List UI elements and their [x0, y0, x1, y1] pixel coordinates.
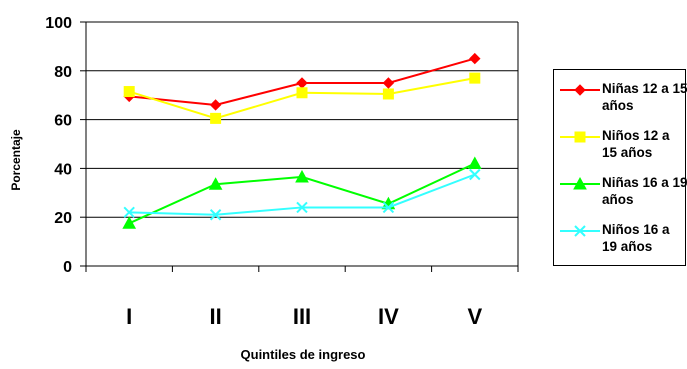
- y-tick-labels: 0 20 40 60 80 100: [45, 15, 72, 276]
- series-group: [122, 52, 482, 229]
- x-tick-label: V: [467, 304, 482, 329]
- legend-item: Niñas 12 a 15 años: [558, 80, 687, 120]
- data-point: [469, 72, 481, 84]
- x-tick-labels: I II III IV V: [126, 304, 482, 329]
- legend-swatch: [560, 225, 600, 237]
- legend-marker: [574, 131, 586, 143]
- series-2: [123, 72, 481, 124]
- data-point: [209, 209, 222, 221]
- data-point: [123, 86, 135, 98]
- axes: [80, 21, 519, 272]
- legend-swatch: [560, 84, 600, 96]
- data-point: [210, 112, 222, 124]
- gridlines: [86, 21, 518, 218]
- data-point: [382, 88, 394, 100]
- y-tick-label: 100: [45, 15, 72, 32]
- legend-label: Niños 12 a 15 años: [602, 128, 670, 160]
- data-point: [295, 169, 309, 183]
- data-point: [296, 77, 308, 89]
- legend-item: Niñas 16 a 19 años: [558, 174, 687, 214]
- series-4: [123, 168, 481, 221]
- data-point: [382, 77, 395, 89]
- x-tick-label: III: [293, 304, 311, 329]
- legend-item: Niños 16 a 19 años: [558, 221, 686, 261]
- y-axis-label: Porcentaje: [9, 129, 23, 191]
- x-tick-label: IV: [378, 304, 399, 329]
- x-axis-label: Quintiles de ingreso: [241, 347, 366, 362]
- legend-label: Niñas 12 a 15 años: [602, 81, 687, 113]
- legend-marker: [574, 84, 586, 96]
- data-point: [123, 206, 135, 219]
- legend-marker: [573, 176, 587, 190]
- marker-stroke: [574, 225, 586, 237]
- marker-stroke: [209, 209, 222, 221]
- legend-item: Niños 12 a 15 años: [558, 127, 686, 167]
- legend-label: Niñas 16 a 19 años: [602, 175, 687, 207]
- x-tick-label: I: [126, 304, 132, 329]
- marker-stroke: [382, 201, 395, 214]
- x-tick-label: II: [209, 304, 221, 329]
- data-point: [296, 201, 308, 214]
- legend-label: Niños 16 a 19 años: [602, 222, 670, 254]
- data-point: [122, 216, 137, 229]
- data-point: [467, 156, 482, 170]
- marker-stroke: [469, 168, 481, 181]
- y-tick-label: 40: [54, 161, 72, 178]
- data-point: [382, 201, 395, 214]
- y-tick-label: 20: [54, 210, 72, 227]
- data-point: [209, 99, 222, 111]
- y-tick-label: 0: [63, 259, 72, 276]
- legend: Niñas 12 a 15 años Niños 12 a 15 años Ni…: [553, 69, 687, 266]
- data-point: [296, 87, 308, 99]
- series-1: [123, 52, 481, 111]
- data-point: [208, 177, 223, 190]
- y-tick-label: 60: [54, 113, 72, 130]
- data-point: [469, 168, 481, 181]
- marker-stroke: [296, 201, 308, 214]
- legend-swatch: [560, 176, 600, 190]
- legend-marker: [574, 225, 586, 237]
- data-point: [469, 52, 481, 65]
- legend-swatch: [560, 131, 600, 143]
- marker-stroke: [123, 206, 135, 219]
- y-tick-label: 80: [54, 64, 72, 81]
